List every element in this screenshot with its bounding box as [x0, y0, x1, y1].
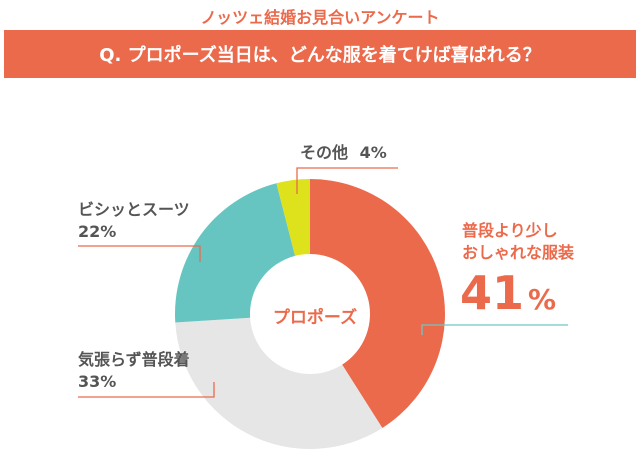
label-suit-name: ビシッとスーツ [78, 200, 190, 219]
leader-stylish [421, 324, 568, 335]
donut-center-label: プロポーズ [272, 308, 358, 328]
slice-other [276, 179, 310, 256]
label-stylish-number: 41 [460, 266, 525, 320]
leader-suit [78, 245, 201, 262]
label-suit-value: 22% [78, 222, 117, 241]
label-other: その他 4% [300, 143, 387, 163]
label-casual-value: 33% [78, 372, 117, 391]
label-stylish-line2: おしゃれな服装 [462, 243, 575, 262]
question-banner: Q. プロポーズ当日は、どんな服を着てけば喜ばれる？ [4, 30, 636, 78]
leader-casual [78, 382, 215, 398]
slice-suit [175, 183, 296, 323]
question-text: Q. プロポーズ当日は、どんな服を着てけば喜ばれる？ [99, 45, 541, 66]
slice-casual [175, 317, 383, 449]
survey-title: ノッツェ結婚お見合いアンケート [200, 8, 440, 27]
label-stylish-unit: % [528, 283, 557, 316]
label-stylish-value: 41% [460, 268, 556, 325]
label-casual-name: 気張らず普段着 [78, 350, 190, 369]
label-stylish-line1: 普段より少し [462, 221, 558, 240]
label-other-value: 4% [359, 143, 387, 162]
label-other-name: その他 [300, 143, 349, 162]
slice-stylish [310, 179, 446, 428]
leader-other [296, 167, 398, 194]
